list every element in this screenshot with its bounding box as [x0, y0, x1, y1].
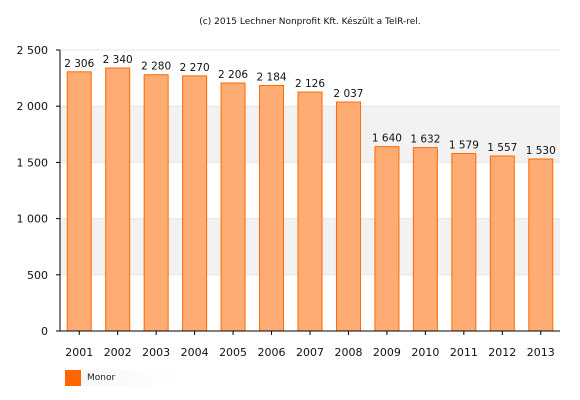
- bar: [412, 147, 438, 332]
- data-label: 1 640: [372, 133, 402, 145]
- y-tick-label: 1 500: [17, 156, 49, 169]
- bar: [451, 153, 477, 332]
- y-tick-label: 0: [41, 325, 48, 338]
- chart-title: (c) 2015 Lechner Nonprofit Kft. Készült …: [199, 16, 420, 27]
- axes: [56, 50, 560, 332]
- data-label: 2 270: [180, 62, 210, 74]
- bar: [259, 85, 285, 332]
- x-tick-label: 2008: [334, 346, 362, 359]
- data-label: 2 280: [141, 61, 171, 73]
- y-tick-label: 2 500: [17, 44, 49, 57]
- data-label: 1 557: [487, 142, 517, 154]
- legend-label: Monor: [87, 373, 116, 383]
- x-tick-label: 2003: [142, 346, 170, 359]
- data-label: 2 206: [218, 69, 248, 81]
- bar: [182, 75, 208, 332]
- y-tick-label: 500: [27, 269, 48, 282]
- x-tick-label: 2013: [527, 346, 555, 359]
- legend: Monor: [65, 370, 175, 386]
- bar: [297, 91, 323, 332]
- data-label: 2 340: [103, 54, 133, 66]
- bar: [374, 146, 400, 332]
- data-label: 1 530: [526, 145, 556, 157]
- data-label: 2 126: [295, 78, 325, 90]
- bars: [66, 67, 554, 332]
- legend-swatch: [65, 370, 81, 386]
- data-label: 2 306: [64, 58, 94, 70]
- y-axis-ticks: 0 500 1 000 1 500 2 000 2 500: [17, 44, 60, 338]
- bar: [335, 101, 361, 332]
- value-labels: 2 306 2 340 2 280 2 270 2 206 2 184 2 126 2 037…: [64, 54, 556, 157]
- x-tick-label: 2006: [258, 346, 286, 359]
- x-tick-label: 2012: [488, 346, 516, 359]
- x-tick-label: 2010: [411, 346, 439, 359]
- bar: [489, 155, 515, 332]
- x-tick-label: 2011: [450, 346, 478, 359]
- data-label: 2 184: [257, 72, 287, 84]
- x-tick-label: 2009: [373, 346, 401, 359]
- bar: [66, 71, 92, 332]
- x-tick-label: 2001: [65, 346, 93, 359]
- x-axis-ticks: 2001 2002 2003 2004 2005 2006 2007 2008 2009 2010…: [65, 331, 555, 359]
- x-tick-label: 2007: [296, 346, 324, 359]
- y-tick-label: 1 000: [17, 213, 49, 226]
- x-tick-label: 2004: [181, 346, 209, 359]
- bar: [528, 158, 554, 332]
- data-label: 2 037: [333, 88, 363, 100]
- data-label: 1 632: [410, 134, 440, 146]
- bar: [105, 67, 131, 332]
- x-tick-label: 2002: [104, 346, 132, 359]
- bar: [143, 74, 169, 332]
- y-tick-label: 2 000: [17, 100, 49, 113]
- bar: [220, 82, 246, 332]
- data-label: 1 579: [449, 140, 479, 152]
- x-tick-label: 2005: [219, 346, 247, 359]
